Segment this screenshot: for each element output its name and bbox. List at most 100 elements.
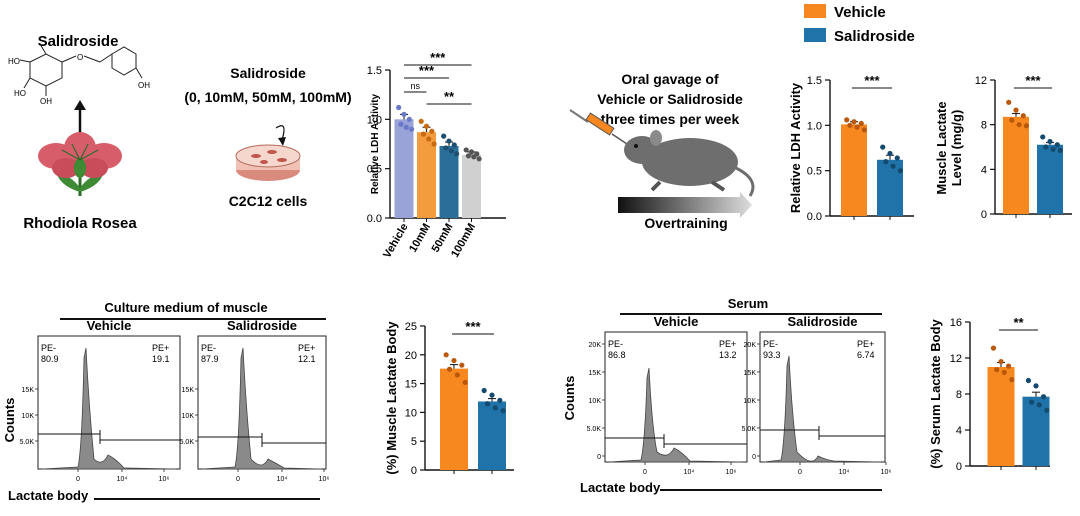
y-axis-label: Relative LDH Activity (370, 93, 381, 194)
flow-y-tick-label: 15K (22, 387, 35, 394)
bar-10mm (417, 132, 436, 218)
data-point (471, 154, 477, 160)
data-point (429, 128, 435, 134)
data-point (443, 352, 449, 358)
data-point (1033, 383, 1039, 389)
y-axis-label: (%) Serum Lactate Body (928, 318, 943, 468)
data-point (448, 148, 454, 154)
gavage-scheme: Oral gavage of Vehicle or Salidroside th… (569, 71, 755, 231)
y-axis-label: Muscle LactateLevel (mg/g) (934, 101, 964, 194)
flow-y-tick-label: 15K (182, 387, 195, 394)
flow-y-tick-label: 5.0K (587, 426, 602, 433)
y-tick-label: 4 (981, 164, 987, 176)
pe-plus-label: PE+ (857, 339, 874, 349)
pe-minus-value: 86.8 (608, 350, 626, 360)
flow-x-tick-label: 0 (643, 469, 647, 476)
data-point (492, 405, 498, 411)
flow-y-tick-label: 15K (589, 370, 602, 377)
y-tick-label: 0 (411, 465, 417, 477)
y-tick-label: 0 (981, 209, 987, 221)
y-tick-label: 1.0 (367, 114, 382, 126)
lactate-body-axis-muscle: Lactate body (8, 488, 320, 503)
data-point (1001, 369, 1007, 375)
bar-vehicle (841, 124, 867, 216)
arrow-up-head (74, 100, 86, 110)
data-point (1009, 117, 1015, 123)
flow-x-tick-label: 10⁶ (159, 476, 170, 483)
bar-chart-4: 0 5 10 15 20 25 (%) Muscle Lactate Body *** (384, 319, 514, 477)
data-point (451, 142, 457, 148)
data-point (880, 144, 886, 150)
data-point (883, 159, 889, 165)
flow-panel-3: Vehicle PE-86.8 PE+13.2 0 5.0K 10K 15K 20K 0 10⁴ 1… (587, 314, 748, 476)
histogram-curve (763, 355, 882, 463)
data-point (1054, 142, 1060, 148)
flow-serum-header: Serum (620, 296, 882, 315)
muscle-flow-title: Culture medium of muscle (104, 300, 267, 315)
flow-y-tick-label: 5.0K (20, 439, 35, 446)
bar-vehicle (987, 367, 1015, 466)
flow-y-tick-label: 10K (22, 413, 35, 420)
y-tick-label: 0.0 (367, 213, 382, 225)
pe-plus-value: 12.1 (298, 354, 316, 364)
bar-salidroside (478, 401, 506, 470)
y-axis-label-line: Relative LDH Activity (788, 82, 803, 213)
flow-x-tick-label: 0 (76, 476, 80, 483)
data-point (426, 136, 432, 142)
data-point (998, 359, 1004, 365)
flow-y-tick-label: 10K (589, 398, 602, 405)
data-point (1044, 407, 1050, 413)
y-axis-label-line: Relative LDH Activity (370, 93, 381, 194)
y-axis-label-line: (%) Muscle Lactate Body (384, 321, 399, 475)
flow-y-tick-label: 5.0K (180, 439, 195, 446)
flow-panel-title: Salidroside (227, 318, 297, 333)
y-axis-label-line: Level (mg/g) (949, 110, 964, 187)
bar-vehicle (440, 368, 468, 470)
flow-y-tick-label: 20K (744, 342, 757, 349)
data-point (897, 168, 904, 174)
data-point (446, 366, 453, 372)
y-tick-label: 20 (405, 350, 417, 362)
gavage-line-3: three times per week (601, 111, 740, 127)
y-tick-label: 15 (405, 379, 417, 391)
y-tick-label: 10 (405, 407, 417, 419)
flow-counts-label-serum: Counts (562, 376, 577, 421)
data-point (851, 119, 857, 125)
flow-panel-1: Vehicle PE-80.9 PE+19.1 5.0K 10K 15K 0 10⁴ 10⁶ (20, 318, 181, 483)
flow-x-tick-label: 0 (236, 476, 240, 483)
y-tick-label: 5 (411, 436, 417, 448)
data-point (844, 117, 850, 123)
bar-chart-5: 0 4 8 12 16 (%) Serum Lactate Body ** (928, 315, 1050, 473)
data-point (420, 131, 427, 137)
histogram-curve (41, 347, 177, 470)
significance-label: *** (419, 63, 435, 78)
data-point (484, 401, 491, 407)
molecule-label-oh-2: OH (138, 81, 150, 90)
y-tick-label: 16 (950, 317, 962, 329)
data-point (1023, 123, 1029, 129)
significance-label: *** (430, 50, 446, 65)
data-point (398, 121, 404, 127)
legend-swatch-vehicle (804, 4, 826, 18)
cells-label: C2C12 cells (229, 193, 308, 209)
data-point (406, 116, 412, 122)
significance-label: *** (864, 73, 880, 88)
histogram-curve (201, 347, 323, 470)
legend-swatch-salidroside (804, 28, 826, 42)
lactate-body-label-muscle: Lactate body (8, 488, 89, 503)
data-point (858, 120, 864, 127)
dose-title: Salidroside (230, 65, 306, 81)
pe-minus-value: 80.9 (41, 354, 59, 364)
x-tick-label: 10mM (407, 222, 433, 255)
data-point (1005, 363, 1012, 369)
x-tick-label: Vehicle (381, 222, 410, 261)
flow-counts-label-muscle: Counts (2, 398, 17, 443)
flow-x-tick-label: 10⁴ (839, 469, 850, 476)
significance-label: ** (1013, 315, 1024, 330)
data-point (468, 149, 475, 155)
y-tick-label: 8 (981, 120, 987, 132)
flow-x-tick-label: 10⁶ (881, 469, 892, 476)
pe-plus-label: PE+ (719, 339, 736, 349)
bar-chart-2: 0.0 0.5 1.0 1.5 Relative LDH Activity *** (788, 73, 914, 223)
